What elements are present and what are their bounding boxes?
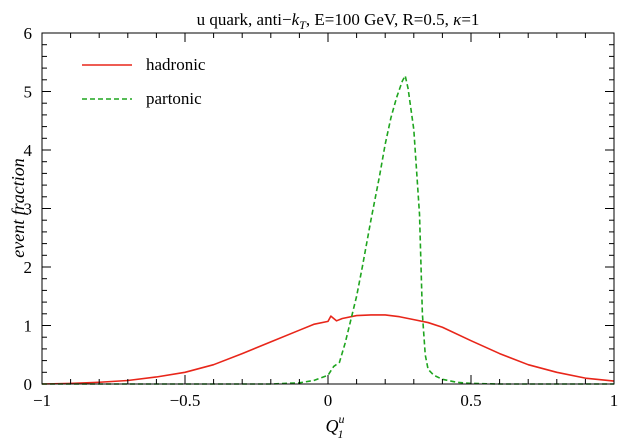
- y-tick-label: 3: [24, 200, 33, 219]
- x-tick-label: 0.5: [460, 391, 481, 410]
- axis-ticks: −1 −0.5 0 0.5 1 0 1 2 3 4 5 6: [24, 24, 619, 410]
- title-text-b: , E=100 GeV, R=0.5,: [306, 10, 453, 29]
- x-label-q: Q: [326, 416, 339, 436]
- legend: hadronic partonic: [82, 55, 206, 108]
- series-line-hadronic: [41, 314, 615, 385]
- y-tick-label: 1: [24, 317, 33, 336]
- x-tick-label: 1: [610, 391, 619, 410]
- x-tick-label: −1: [33, 391, 51, 410]
- legend-partonic-label: partonic: [146, 89, 202, 108]
- title-kt-sub: T: [299, 18, 307, 32]
- title-text-c: =1: [461, 10, 479, 29]
- chart-title: u quark, anti−kT, E=100 GeV, R=0.5, κ=1: [197, 10, 480, 32]
- y-tick-label: 2: [24, 258, 33, 277]
- x-tick-label: −0.5: [170, 391, 201, 410]
- y-tick-label: 5: [24, 83, 33, 102]
- y-tick-label: 0: [24, 375, 33, 394]
- y-axis-label: event fraction: [8, 158, 28, 257]
- x-tick-label: 0: [324, 391, 333, 410]
- title-kappa: κ: [453, 10, 462, 29]
- x-label-sub: 1: [338, 427, 344, 441]
- series-line-partonic: [42, 74, 614, 385]
- x-axis-label: Qu 1: [326, 412, 345, 441]
- plot-area: [41, 74, 615, 385]
- plot-frame: [41, 32, 615, 385]
- title-text-a: u quark, anti−: [197, 10, 292, 29]
- y-tick-label: 6: [24, 24, 33, 43]
- x-label-sup: u: [339, 412, 345, 426]
- title-kt-k: k: [292, 10, 300, 29]
- y-tick-label: 4: [24, 141, 33, 160]
- legend-hadronic-label: hadronic: [146, 55, 206, 74]
